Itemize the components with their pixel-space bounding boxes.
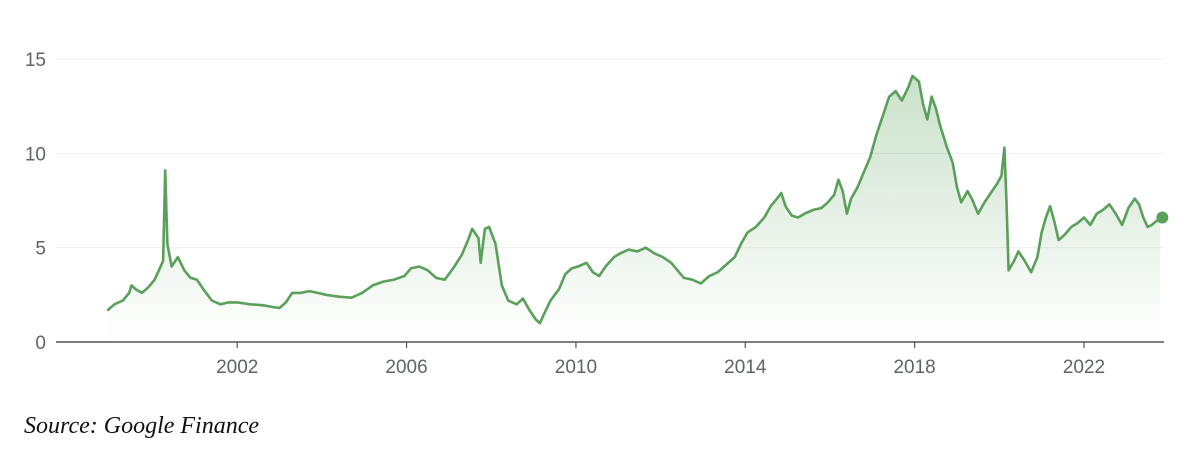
x-tick-label-2002: 2002 <box>216 357 258 378</box>
y-tick-label-5: 5 <box>35 239 46 260</box>
last-price-dot <box>1156 211 1169 224</box>
y-tick-labels: 0 5 10 15 <box>25 50 46 354</box>
price-area <box>108 76 1161 342</box>
x-tick-labels: 2002 2006 2010 2014 2018 2022 <box>216 357 1105 378</box>
y-tick-label-0: 0 <box>35 333 46 354</box>
y-tick-label-15: 15 <box>25 50 46 71</box>
x-tick-label-2006: 2006 <box>385 357 427 378</box>
x-tick-label-2018: 2018 <box>893 357 935 378</box>
axes <box>56 341 1164 348</box>
series-line-layer <box>106 74 1169 325</box>
x-tick-label-2010: 2010 <box>555 357 597 378</box>
y-tick-label-10: 10 <box>25 144 46 165</box>
x-tick-label-2014: 2014 <box>724 357 767 378</box>
x-tick-label-2022: 2022 <box>1063 357 1105 378</box>
source-note: Source: Google Finance <box>24 413 260 439</box>
area-fill <box>108 76 1161 342</box>
price-line <box>106 74 1162 325</box>
price-chart: 0 5 10 15 2002 2006 2010 2014 2018 2022 <box>25 50 1169 378</box>
